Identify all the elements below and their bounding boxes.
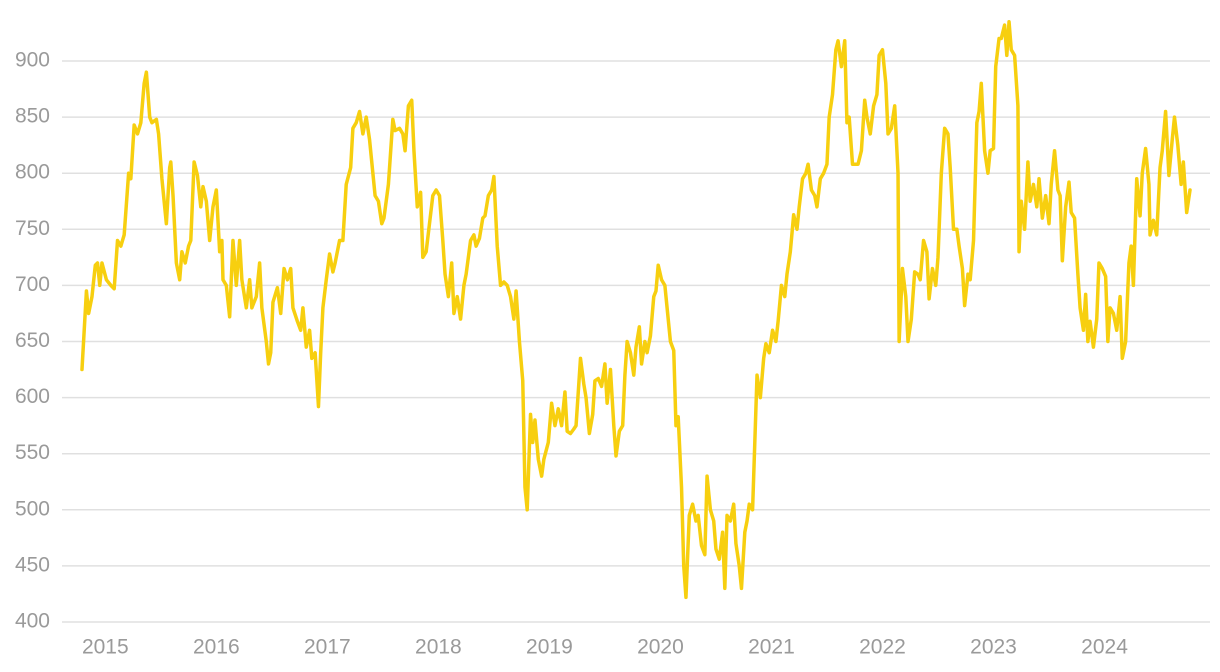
y-tick-label: 650 — [15, 329, 50, 352]
x-tick-label: 2018 — [415, 636, 462, 659]
x-tick-label: 2019 — [526, 636, 573, 659]
y-tick-label: 750 — [15, 217, 50, 240]
x-tick-label: 2022 — [859, 636, 906, 659]
y-tick-label: 600 — [15, 385, 50, 408]
x-tick-label: 2023 — [970, 636, 1017, 659]
y-tick-label: 550 — [15, 441, 50, 464]
x-tick-label: 2024 — [1081, 636, 1128, 659]
y-tick-label: 500 — [15, 497, 50, 520]
y-tick-label: 700 — [15, 273, 50, 296]
y-tick-label: 850 — [15, 105, 50, 128]
y-tick-label: 900 — [15, 49, 50, 72]
price-line — [80, 19, 1192, 600]
y-tick-label: 400 — [15, 610, 50, 633]
x-tick-label: 2016 — [193, 636, 240, 659]
y-tick-label: 800 — [15, 161, 50, 184]
x-tick-label: 2017 — [304, 636, 351, 659]
x-tick-label: 2021 — [748, 636, 795, 659]
x-tick-label: 2015 — [82, 636, 129, 659]
y-tick-label: 450 — [15, 553, 50, 576]
x-tick-label: 2020 — [637, 636, 684, 659]
